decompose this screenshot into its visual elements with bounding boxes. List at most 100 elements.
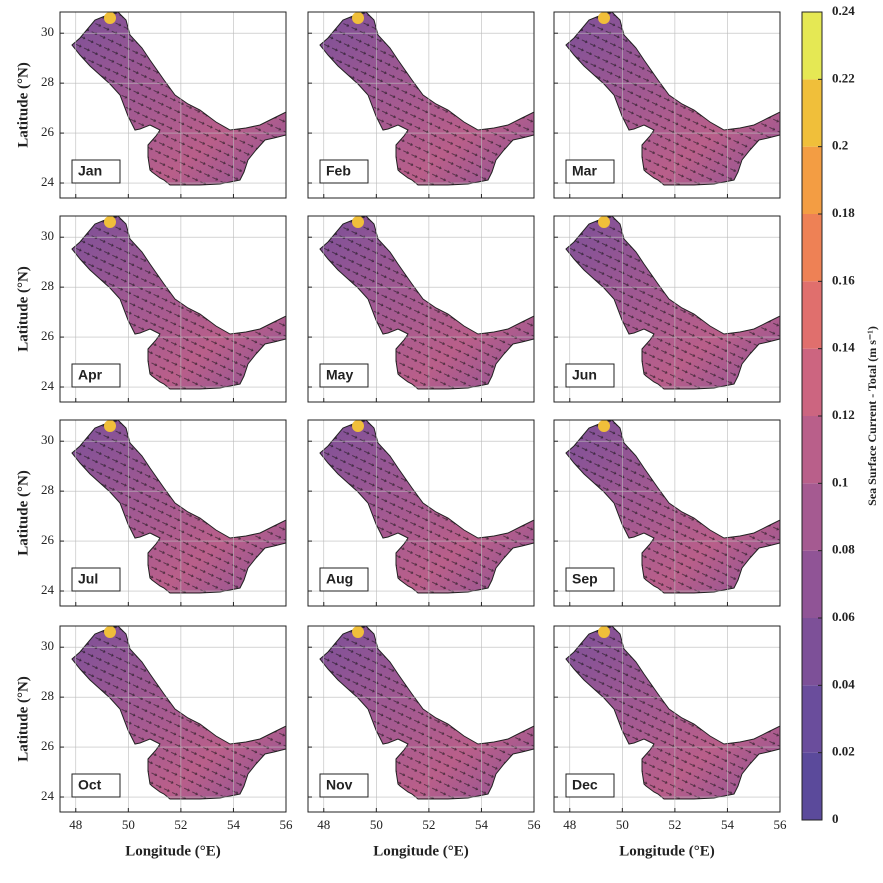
x-tick-label: 50 <box>122 817 135 832</box>
y-tick-label: 28 <box>41 74 54 89</box>
y-tick-label: 26 <box>41 532 55 547</box>
colorbar-band <box>802 146 822 214</box>
month-label: Feb <box>326 163 351 179</box>
x-tick-label: 56 <box>280 817 294 832</box>
x-axis-label: Longitude (°E) <box>373 843 469 859</box>
colorbar-band <box>802 483 822 551</box>
y-tick-label: 24 <box>41 174 55 189</box>
shatt-plume <box>598 420 610 432</box>
month-label: Nov <box>326 777 353 793</box>
panel-frame <box>307 419 535 607</box>
month-box <box>319 159 369 184</box>
month-box <box>71 773 121 798</box>
colorbar-tick-label: 0.1 <box>832 474 848 489</box>
y-tick-label: 30 <box>41 432 54 447</box>
x-tick-label: 52 <box>174 817 187 832</box>
colorbar-tick-label: 0.14 <box>832 340 855 355</box>
month-label: May <box>326 367 353 383</box>
x-tick-label: 54 <box>475 817 489 832</box>
colorbar-band <box>802 685 822 753</box>
map-panel: 24 26 28 30 Jan Latitude (°N) <box>15 11 287 199</box>
shatt-plume <box>352 216 364 228</box>
panel-frame <box>307 215 535 403</box>
panel-frame <box>59 419 287 607</box>
y-tick-label: 24 <box>41 788 55 803</box>
colorbar-tick-label: 0.24 <box>832 3 855 18</box>
map-panel: 48 50 52 54 56 Nov Longitude (°E) <box>307 625 542 859</box>
month-label: Oct <box>78 777 102 793</box>
x-tick-label: 48 <box>563 817 576 832</box>
map-panel: Feb <box>307 11 535 199</box>
y-axis-label: Latitude (°N) <box>15 62 31 148</box>
colorbar-band <box>802 79 822 147</box>
y-axis-label: Latitude (°N) <box>15 676 31 762</box>
colorbar-tick-label: 0.2 <box>832 138 848 153</box>
y-tick-label: 30 <box>41 228 54 243</box>
colorbar-tick-label: 0.22 <box>832 70 855 85</box>
map-panel: Aug <box>307 419 535 607</box>
x-tick-label: 56 <box>528 817 542 832</box>
x-tick-label: 56 <box>774 817 788 832</box>
colorbar-tick-label: 0.08 <box>832 542 855 557</box>
y-tick-label: 28 <box>41 688 54 703</box>
y-axis-label: Latitude (°N) <box>15 266 31 352</box>
panel-frame <box>553 625 781 813</box>
y-tick-label: 30 <box>41 638 54 653</box>
colorbar-band <box>802 348 822 416</box>
x-tick-label: 52 <box>422 817 435 832</box>
map-panel: 24 26 28 30 Jul Latitude (°N) <box>15 419 287 607</box>
month-box <box>71 159 121 184</box>
colorbar-tick-label: 0.12 <box>832 407 855 422</box>
shatt-plume <box>352 12 364 24</box>
x-axis-label: Longitude (°E) <box>619 843 715 859</box>
x-tick-label: 48 <box>69 817 82 832</box>
month-label: Sep <box>572 571 598 587</box>
month-box <box>565 773 615 798</box>
colorbar-label: Sea Surface Current - Total (m s⁻¹) <box>865 326 879 506</box>
colorbar-band <box>802 416 822 484</box>
panel-frame <box>307 11 535 199</box>
month-label: Jul <box>78 571 98 587</box>
month-box <box>565 159 615 184</box>
x-tick-label: 50 <box>370 817 383 832</box>
colorbar-tick-label: 0.02 <box>832 744 855 759</box>
month-label: Jun <box>572 367 597 383</box>
colorbar-band <box>802 752 822 820</box>
colorbar-band <box>802 12 822 80</box>
y-tick-label: 24 <box>41 582 55 597</box>
x-axis-label: Longitude (°E) <box>125 843 221 859</box>
shatt-plume <box>104 216 116 228</box>
shatt-plume <box>104 12 116 24</box>
y-tick-label: 26 <box>41 738 55 753</box>
colorbar-band <box>802 281 822 349</box>
panel-frame <box>307 625 535 813</box>
panel-frame <box>553 419 781 607</box>
x-tick-label: 52 <box>668 817 681 832</box>
colorbar-band <box>802 550 822 618</box>
shatt-plume <box>598 216 610 228</box>
month-box <box>565 363 615 388</box>
shatt-plume <box>598 626 610 638</box>
y-tick-label: 28 <box>41 278 54 293</box>
panel-frame <box>59 625 287 813</box>
map-panel: 48 50 52 54 56 24 26 28 30 Oct Latitude (°N) Longit… <box>15 625 294 859</box>
month-label: Jan <box>78 163 102 179</box>
month-box <box>71 567 121 592</box>
colorbar-tick-label: 0.06 <box>832 609 855 624</box>
x-tick-label: 48 <box>317 817 330 832</box>
colorbar-band <box>802 214 822 282</box>
shatt-plume <box>352 626 364 638</box>
shatt-plume <box>104 626 116 638</box>
map-panel: 24 26 28 30 Apr Latitude (°N) <box>15 215 287 403</box>
month-box <box>319 363 369 388</box>
month-label: Aug <box>326 571 353 587</box>
month-label: Apr <box>78 367 103 383</box>
x-tick-label: 54 <box>721 817 735 832</box>
y-tick-label: 24 <box>41 378 55 393</box>
colorbar-tick-label: 0.04 <box>832 676 855 691</box>
month-box <box>319 567 369 592</box>
panel-frame <box>59 215 287 403</box>
shatt-plume <box>104 420 116 432</box>
month-box <box>319 773 369 798</box>
shatt-plume <box>598 12 610 24</box>
